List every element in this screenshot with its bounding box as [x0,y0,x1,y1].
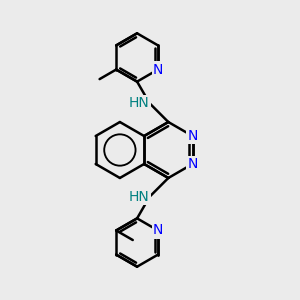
Text: N: N [153,224,163,238]
Text: N: N [153,62,163,76]
Text: N: N [188,129,198,143]
Text: HN: HN [129,96,150,110]
Text: N: N [188,157,198,171]
Text: HN: HN [129,190,150,204]
